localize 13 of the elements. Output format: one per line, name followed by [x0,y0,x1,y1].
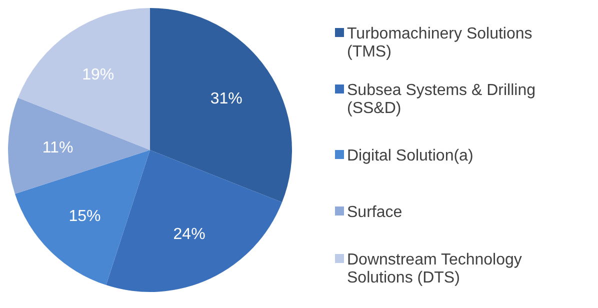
data-label: 19% [82,66,114,84]
data-label: 11% [42,140,74,157]
data-label: 24% [173,226,206,244]
legend-label: Turbomachinery Solutions (TMS) [347,26,532,61]
pie-slice [8,98,150,194]
legend-label: Surface [347,204,402,222]
data-label: 31% [210,90,242,108]
pie-slice [150,8,292,202]
pie-slice [106,150,282,292]
legend-label: Subsea Systems & Drilling (SS&D) [347,82,536,118]
data-label: 15% [68,208,101,225]
legend-label: Downstream Technology Solutions (DTS) [347,252,522,287]
legend-label: Digital Solution(a) [347,148,474,165]
